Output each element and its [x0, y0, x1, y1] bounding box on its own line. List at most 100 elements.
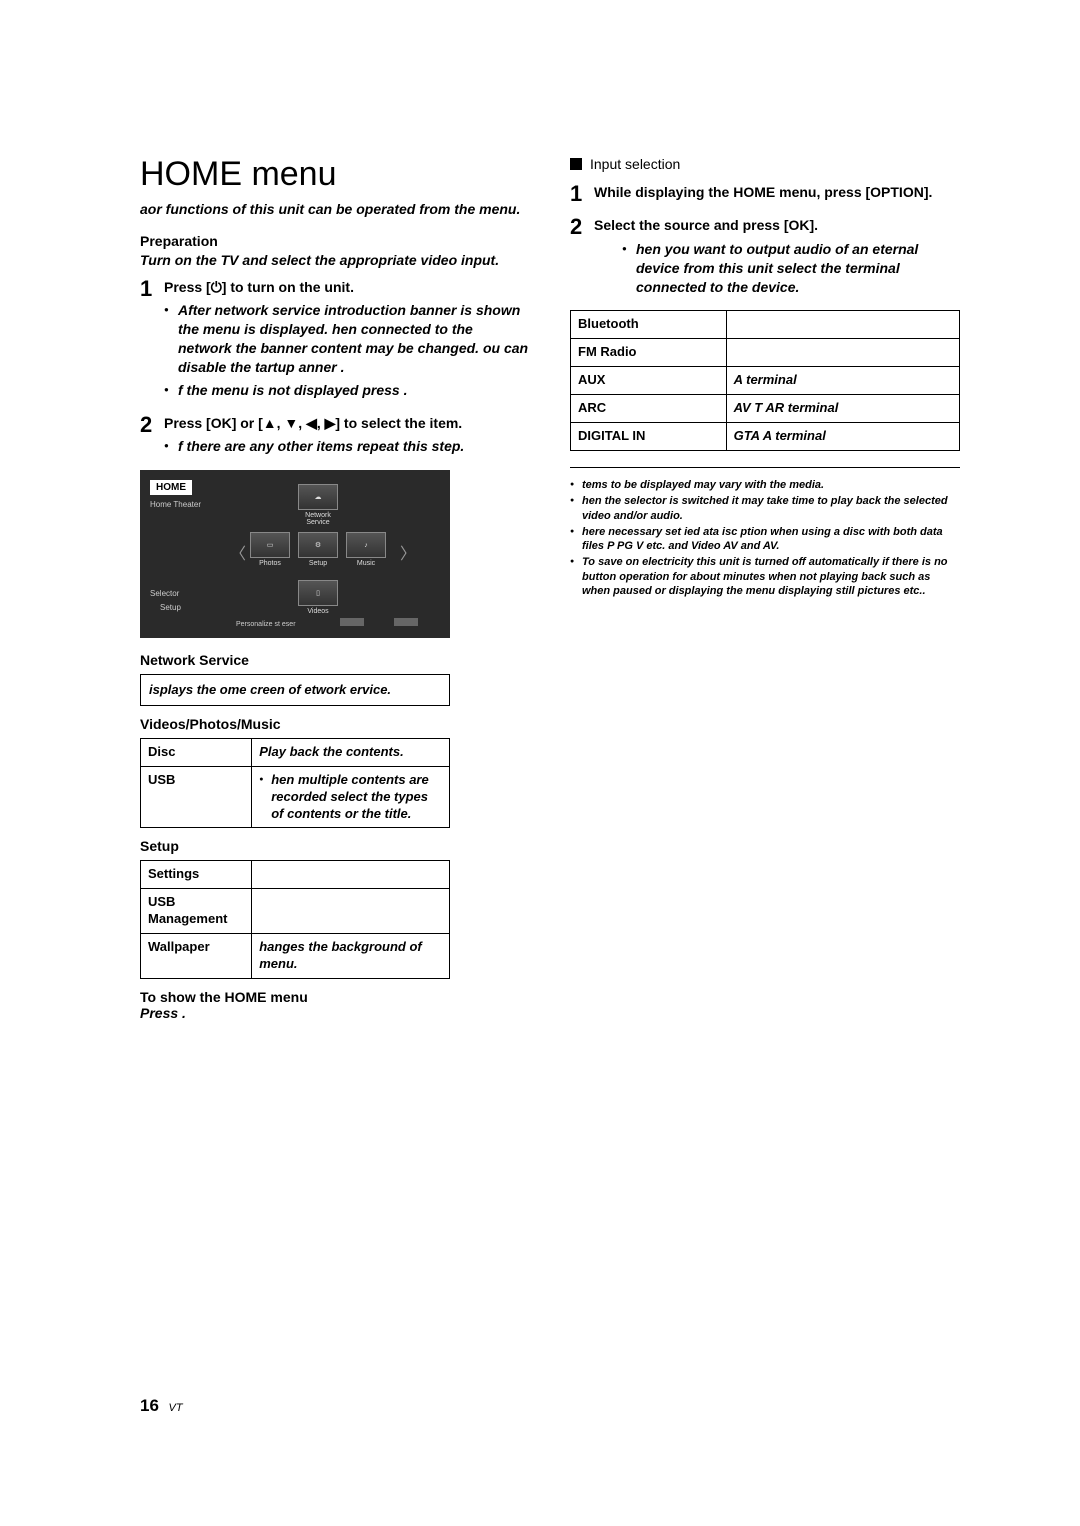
right-step-2-bullet-1: hen you want to output audio of an etern…	[622, 240, 960, 297]
hi-tile-videos: ▯ Videos	[296, 580, 340, 620]
right-step-1: 1 While displaying the HOME menu, press …	[570, 183, 960, 207]
right-step-2-sub: hen you want to output audio of an etern…	[616, 240, 960, 297]
right-step-1-text: While displaying the HOME menu, press [O…	[594, 183, 960, 203]
note-3: here necessary set ied ata isc ption whe…	[570, 525, 960, 554]
page-title: HOME menu	[140, 155, 530, 194]
src-aux-label: AUX	[571, 367, 727, 395]
hi-tile-setup: ⚙ Setup	[296, 532, 340, 572]
hi-tile-videos-icon: ▯	[298, 580, 338, 606]
step-1-body: Press [⏻] to turn on the unit. After net…	[164, 278, 530, 404]
setup-wallpaper-label: Wallpaper	[141, 934, 252, 979]
hi-tile-photos: ▭ Photos	[248, 532, 292, 572]
divider	[570, 467, 960, 468]
src-digitalin-desc: GTA A terminal	[726, 423, 959, 451]
step-2-bullets: f there are any other items repeat this …	[164, 437, 530, 456]
src-aux-desc: A terminal	[726, 367, 959, 395]
hi-arrow-right-icon: 〉	[400, 540, 416, 564]
table-row: AUX A terminal	[571, 367, 960, 395]
src-bluetooth-label: Bluetooth	[571, 311, 727, 339]
src-fmradio-label: FM Radio	[571, 339, 727, 367]
vpm-heading: Videos/Photos/Music	[140, 716, 530, 732]
table-row: USB Management	[141, 889, 450, 934]
network-service-heading: Network Service	[140, 652, 530, 668]
src-fmradio-desc	[726, 339, 959, 367]
vpm-table: Disc Play back the contents. USB hen mul…	[140, 738, 450, 829]
press-home-text: Press .	[140, 1005, 530, 1021]
table-row: Disc Play back the contents.	[141, 738, 450, 766]
hi-tile-videos-label: Videos	[307, 608, 328, 615]
step-1-number: 1	[140, 278, 164, 404]
vpm-usb-desc: hen multiple contents are recorded selec…	[252, 766, 450, 828]
setup-table: Settings USB Management Wallpaper hanges…	[140, 860, 450, 978]
step-2: 2 Press [OK] or [▲, ▼, ◀, ▶] to select t…	[140, 414, 530, 460]
home-menu-screenshot-inner: HOME Home Theater 〈 〉 ☁ Network Service …	[140, 470, 450, 638]
hi-tile-music-label: Music	[357, 560, 375, 567]
setup-settings-desc	[252, 861, 450, 889]
hi-tile-network: ☁ Network Service	[296, 484, 340, 524]
setup-heading: Setup	[140, 838, 530, 854]
step-2-text: Press [OK] or [▲, ▼, ◀, ▶] to select the…	[164, 414, 530, 434]
footer-vt: VT	[169, 1402, 183, 1414]
step-1-bullet-1: After network service introduction banne…	[164, 301, 530, 377]
step-2-body: Press [OK] or [▲, ▼, ◀, ▶] to select the…	[164, 414, 530, 460]
right-step-1-number: 1	[570, 183, 594, 207]
table-row: Bluetooth	[571, 311, 960, 339]
network-service-text: isplays the ome creen of etwork ervice.	[141, 675, 450, 706]
table-row: Wallpaper hanges the background of menu.	[141, 934, 450, 979]
network-service-table: isplays the ome creen of etwork ervice.	[140, 674, 450, 706]
hi-tile-setup-label: Setup	[309, 560, 327, 567]
hi-tile-photos-label: Photos	[259, 560, 281, 567]
step-2-bullet-1: f there are any other items repeat this …	[164, 437, 530, 456]
table-row: USB hen multiple contents are recorded s…	[141, 766, 450, 828]
hi-personalize-label: Personalize st eser	[236, 621, 296, 628]
src-bluetooth-desc	[726, 311, 959, 339]
right-step-1-body: While displaying the HOME menu, press [O…	[594, 183, 960, 207]
note-1: tems to be displayed may vary with the m…	[570, 478, 960, 492]
preparation-heading: Preparation	[140, 233, 530, 249]
page-number: 16	[140, 1396, 159, 1415]
right-step-2: 2 Select the source and press [OK]. hen …	[570, 216, 960, 300]
preparation-text: Turn on the TV and select the appropriat…	[140, 251, 530, 270]
step-1-text: Press [⏻] to turn on the unit.	[164, 278, 530, 298]
table-row: DIGITAL IN GTA A terminal	[571, 423, 960, 451]
left-column: HOME menu aor functions of this unit can…	[140, 155, 530, 1021]
setup-settings-label: Settings	[141, 861, 252, 889]
right-step-2-body: Select the source and press [OK]. hen yo…	[594, 216, 960, 300]
src-arc-label: ARC	[571, 395, 727, 423]
to-show-heading: To show the HOME menu	[140, 989, 530, 1005]
step-1-bullets: After network service introduction banne…	[164, 301, 530, 399]
home-menu-screenshot: HOME Home Theater 〈 〉 ☁ Network Service …	[140, 470, 530, 638]
hi-tile-network-icon: ☁	[298, 484, 338, 510]
hi-setup-label: Setup	[160, 603, 181, 612]
intro-text: aor functions of this unit can be operat…	[140, 200, 530, 219]
note-2: hen the selector is switched it may take…	[570, 494, 960, 523]
note-4: To save on electricity this unit is turn…	[570, 555, 960, 598]
hi-tile-music: ♪ Music	[344, 532, 388, 572]
setup-wallpaper-desc: hanges the background of menu.	[252, 934, 450, 979]
vpm-usb-label: USB	[141, 766, 252, 828]
hi-tile-network-label: Network Service	[305, 512, 331, 526]
table-row: isplays the ome creen of etwork ervice.	[141, 675, 450, 706]
vpm-disc-label: Disc	[141, 738, 252, 766]
setup-usb-desc	[252, 889, 450, 934]
input-selection-heading: Input selection	[570, 155, 960, 175]
page-footer: 16 VT	[140, 1396, 183, 1416]
source-table: Bluetooth FM Radio AUX A terminal ARC AV…	[570, 310, 960, 450]
hi-tile-music-icon: ♪	[346, 532, 386, 558]
table-row: ARC AV T AR terminal	[571, 395, 960, 423]
page: HOME menu aor functions of this unit can…	[0, 0, 1080, 1061]
hi-home-label: HOME	[150, 480, 192, 495]
setup-usb-label: USB Management	[141, 889, 252, 934]
hi-subtitle: Home Theater	[150, 500, 201, 509]
right-column: Input selection 1 While displaying the H…	[570, 155, 960, 1021]
vpm-disc-desc: Play back the contents.	[252, 738, 450, 766]
right-step-2-bullets: hen you want to output audio of an etern…	[616, 240, 960, 297]
hi-block-2	[394, 618, 418, 626]
hi-tile-setup-icon: ⚙	[298, 532, 338, 558]
step-2-number: 2	[140, 414, 164, 460]
step-1-bullet-2: f the menu is not displayed press .	[164, 381, 530, 400]
table-row: Settings	[141, 861, 450, 889]
hi-tile-photos-icon: ▭	[250, 532, 290, 558]
hi-block-1	[340, 618, 364, 626]
src-digitalin-label: DIGITAL IN	[571, 423, 727, 451]
